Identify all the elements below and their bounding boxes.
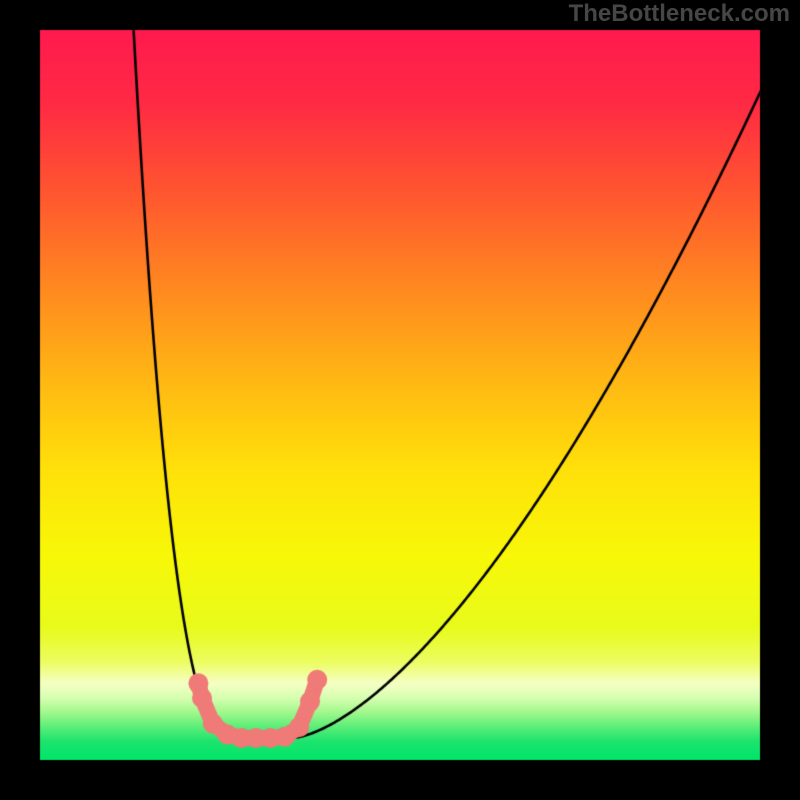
bottleneck-chart-curve xyxy=(0,0,800,800)
